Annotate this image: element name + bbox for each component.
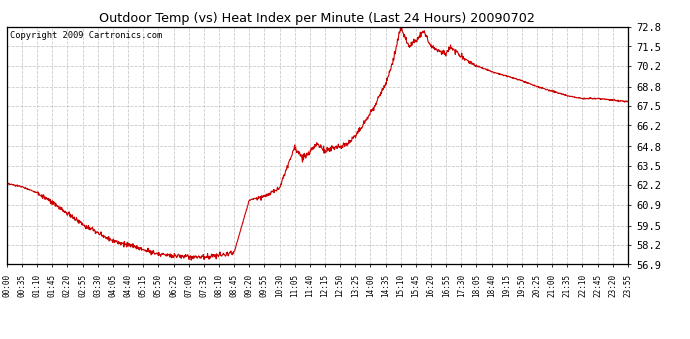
- Title: Outdoor Temp (vs) Heat Index per Minute (Last 24 Hours) 20090702: Outdoor Temp (vs) Heat Index per Minute …: [99, 12, 535, 25]
- Text: Copyright 2009 Cartronics.com: Copyright 2009 Cartronics.com: [10, 31, 162, 40]
